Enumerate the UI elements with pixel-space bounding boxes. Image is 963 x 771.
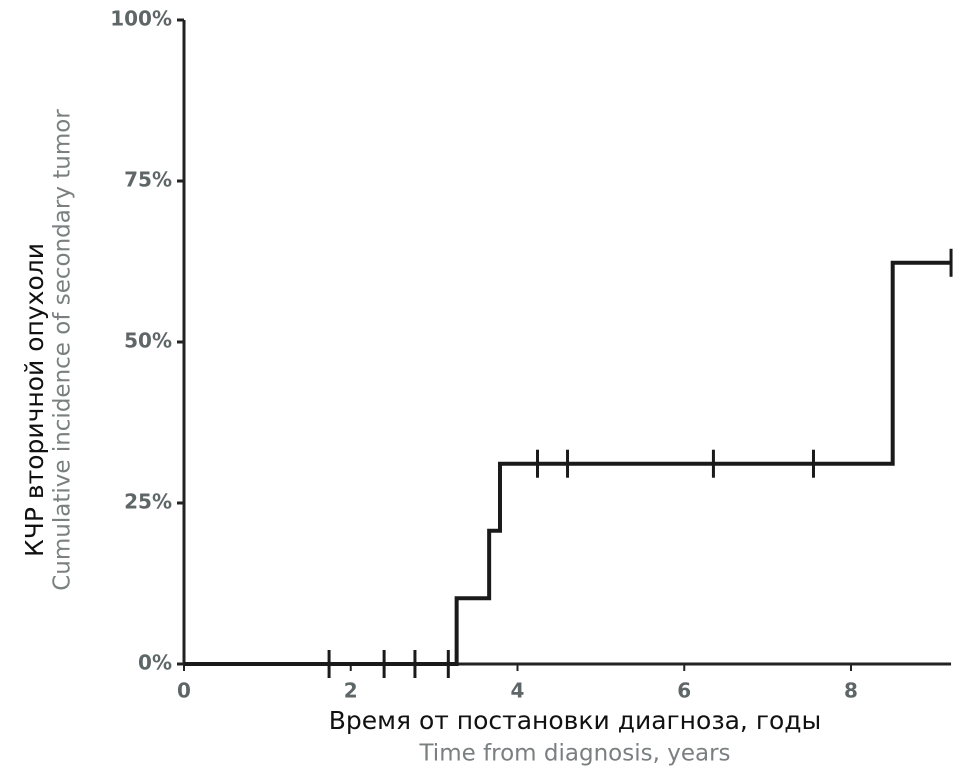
y-axis-title: КЧР вторичной опухоли [20, 243, 49, 557]
y-tick-label: 25% [124, 490, 172, 514]
y-tick-label: 50% [124, 329, 172, 353]
x-axis-title-en: Time from diagnosis, years [418, 741, 730, 767]
y-axis-title-en: Cumulative incidence of secondary tumor [50, 109, 76, 591]
y-tick-label: 100% [110, 7, 172, 31]
x-tick-label: 4 [511, 679, 525, 703]
x-tick-label: 2 [344, 679, 358, 703]
x-tick-label: 8 [844, 679, 858, 703]
x-tick-label: 6 [677, 679, 691, 703]
y-tick-label: 0% [138, 651, 172, 675]
step-line [184, 260, 952, 666]
x-tick-label: 0 [177, 679, 191, 703]
y-tick-label: 75% [124, 168, 172, 192]
x-axis-title: Время от постановки диагноза, годы [329, 706, 822, 735]
